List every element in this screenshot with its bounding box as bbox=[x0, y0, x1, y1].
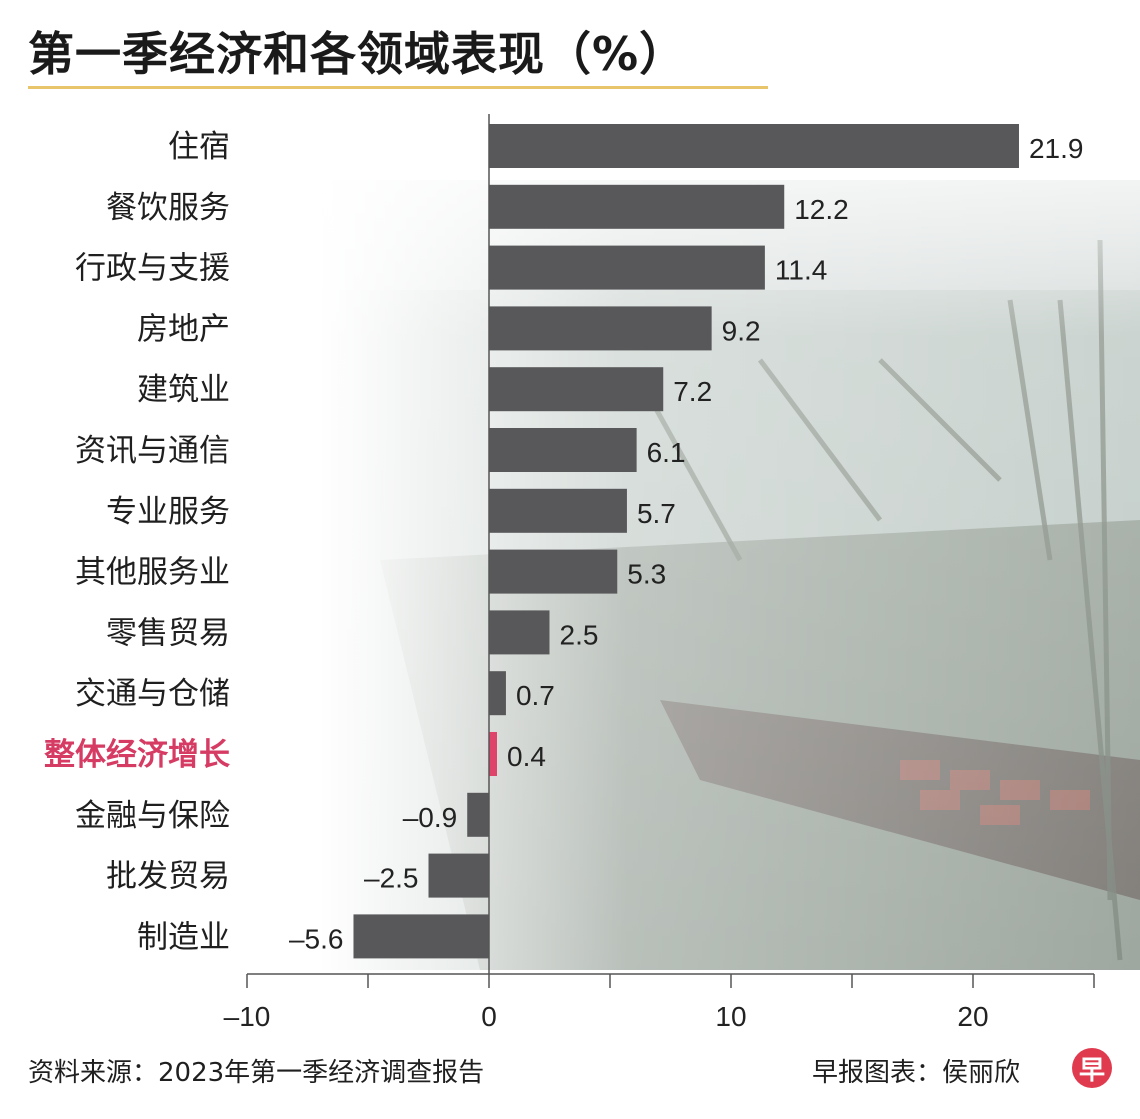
category-label-2: 行政与支援 bbox=[75, 251, 230, 287]
category-label-9: 交通与仓储 bbox=[75, 676, 230, 712]
category-label-13: 制造业 bbox=[137, 919, 230, 955]
bar-11 bbox=[467, 792, 489, 837]
value-label-12: –2.5 bbox=[364, 863, 419, 894]
bar-5 bbox=[489, 428, 637, 472]
bar-chart: 住宿 21.9 餐饮服务 12.2 行政与支援 11.4 房地产 9.2 建筑业 7.2 资讯与通信… bbox=[44, 114, 1095, 1032]
value-label-8: 2.5 bbox=[560, 619, 599, 650]
category-label-4: 建筑业 bbox=[137, 372, 230, 408]
value-label-3: 9.2 bbox=[722, 315, 761, 346]
graphic-credit: 早报图表：侯丽欣 bbox=[812, 1058, 1021, 1088]
category-label-1: 餐饮服务 bbox=[106, 190, 230, 226]
bar-6 bbox=[489, 488, 627, 533]
value-label-1: 12.2 bbox=[794, 194, 849, 225]
title-underline bbox=[28, 86, 768, 89]
bar-0 bbox=[489, 124, 1019, 168]
bar-2 bbox=[489, 245, 765, 290]
value-label-9: 0.7 bbox=[516, 680, 555, 711]
x-tick-label-3: 20 bbox=[957, 1001, 988, 1032]
x-tick-label-2: 10 bbox=[715, 1001, 746, 1032]
x-tick-label-0: –10 bbox=[224, 1001, 271, 1032]
bar-9 bbox=[489, 671, 506, 716]
zaobao-logo: 早 bbox=[1072, 1048, 1112, 1088]
source-note: 资料来源：2023年第一季经济调查报告 bbox=[28, 1058, 485, 1088]
value-label-13: –5.6 bbox=[289, 923, 344, 954]
chart-title: 第一季经济和各领域表现（%） bbox=[28, 27, 687, 81]
bar-3 bbox=[489, 306, 712, 351]
bar-4 bbox=[489, 367, 664, 412]
value-label-6: 5.7 bbox=[637, 498, 676, 529]
category-label-8: 零售贸易 bbox=[106, 615, 230, 651]
value-label-2: 11.4 bbox=[775, 255, 827, 286]
category-label-0: 住宿 bbox=[168, 129, 230, 165]
bar-10 bbox=[489, 732, 497, 776]
bar-8 bbox=[489, 610, 550, 655]
x-tick-label-1: 0 bbox=[481, 1001, 497, 1032]
category-label-5: 资讯与通信 bbox=[75, 433, 230, 469]
category-label-7: 其他服务业 bbox=[75, 555, 230, 591]
category-label-11: 金融与保险 bbox=[75, 798, 230, 834]
value-label-10: 0.4 bbox=[507, 741, 546, 772]
category-label-3: 房地产 bbox=[137, 311, 230, 347]
value-label-0: 21.9 bbox=[1029, 133, 1084, 164]
value-label-5: 6.1 bbox=[647, 437, 686, 468]
bar-13 bbox=[353, 914, 489, 959]
bar-7 bbox=[489, 549, 618, 594]
category-label-6: 专业服务 bbox=[106, 494, 230, 530]
value-label-4: 7.2 bbox=[673, 376, 712, 407]
category-label-12: 批发贸易 bbox=[106, 859, 230, 895]
bar-12 bbox=[428, 853, 489, 898]
bar-1 bbox=[489, 184, 785, 229]
value-label-11: –0.9 bbox=[403, 802, 458, 833]
category-label-10: 整体经济增长 bbox=[44, 737, 230, 773]
value-label-7: 5.3 bbox=[627, 559, 666, 590]
